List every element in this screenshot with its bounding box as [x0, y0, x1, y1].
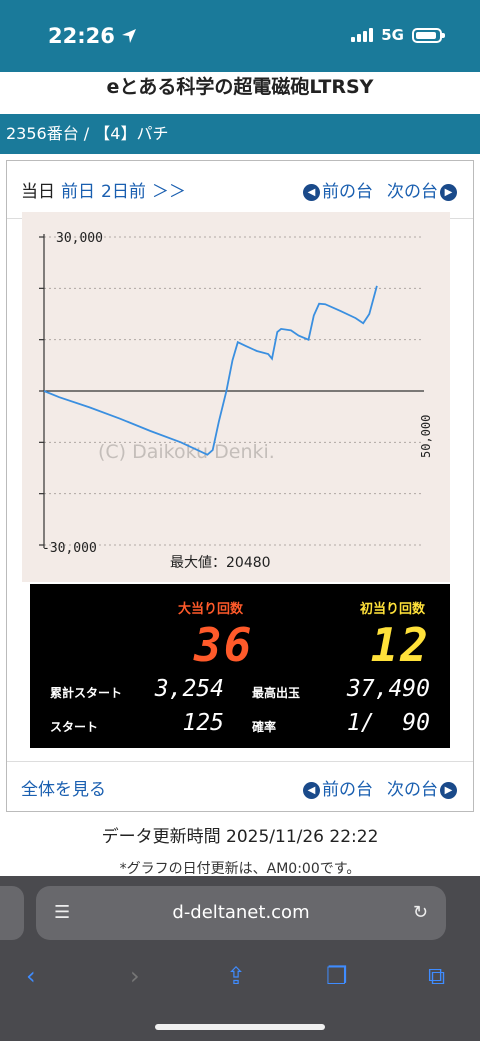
status-time: 22:26 [48, 24, 137, 48]
payout-chart: 30,000 -30,000 50,000 (C) Daikoku Denki.… [39, 231, 433, 571]
y-max-label: 30,000 [56, 231, 103, 246]
prev-day-link[interactable]: 前日 [61, 182, 95, 202]
url-text[interactable]: d-deltanet.com [172, 902, 310, 923]
top-navigation: 当日 前日 2日前 ＞＞ ◀ 前の台 次の台 ▶ [7, 161, 473, 219]
tabs-icon[interactable]: ⧉ [428, 962, 446, 990]
more-days-link[interactable]: ＞＞ [151, 182, 186, 202]
browser-toolbar: ‹ › ⇪ ❐ ⧉ [0, 956, 480, 996]
status-bar: 22:26 5G [0, 0, 480, 72]
first-hit-count: 12 [370, 618, 430, 672]
clock: 22:26 [48, 24, 115, 48]
start-label: スタート [50, 720, 99, 734]
graph-update-note: *グラフの日付更新は、AM0:00です。 [119, 861, 361, 877]
arrow-right-circle-icon: ▶ [440, 183, 457, 201]
back-icon[interactable]: ‹ [26, 962, 36, 990]
payout-graph: 30,000 -30,000 50,000 (C) Daikoku Denki.… [22, 212, 450, 582]
arrow-right-circle-icon: ▶ [440, 781, 457, 799]
address-bar[interactable]: ☰ d-deltanet.com ↻ [36, 886, 446, 940]
prev-machine-link[interactable]: ◀ 前の台 [301, 177, 373, 202]
stats-board: 大当り回数 初当り回数 36 12 累計スタート 3,254 最高出玉 37,4… [30, 584, 450, 748]
big-bonus-count: 36 [194, 618, 254, 672]
cumulative-start-label: 累計スタート [50, 686, 123, 700]
signal-icon [351, 28, 374, 42]
breadcrumb: 2356番台 / 【4】パチ [0, 114, 480, 154]
view-all-link[interactable]: 全体を見る [21, 780, 106, 800]
watermark: (C) Daikoku Denki. [98, 441, 275, 463]
bottom-navigation: 全体を見る ◀ 前の台 次の台 ▶ [7, 761, 473, 813]
x-axis-label: 50,000 [419, 415, 433, 458]
prev-machine-link-bottom[interactable]: ◀ 前の台 [301, 775, 373, 800]
update-time: データ更新時間 2025/11/26 22:22 [101, 827, 379, 847]
home-indicator [155, 1024, 325, 1030]
location-arrow-icon [121, 29, 136, 43]
next-machine-link-bottom[interactable]: 次の台 ▶ [387, 775, 459, 800]
max-payout-value: 37,490 [346, 676, 430, 702]
share-icon[interactable]: ⇪ [226, 962, 247, 990]
big-bonus-label: 大当り回数 [178, 602, 244, 617]
probability-value: 1/ 90 [346, 710, 430, 736]
reload-icon[interactable]: ↻ [412, 902, 428, 923]
next-machine-link[interactable]: 次の台 ▶ [387, 177, 459, 202]
arrow-left-circle-icon: ◀ [303, 781, 320, 799]
network-type: 5G [381, 26, 404, 44]
browser-chrome: ☰ d-deltanet.com ↻ ‹ › ⇪ ❐ ⧉ [0, 876, 480, 1041]
today-label: 当日 [21, 182, 55, 202]
forward-icon[interactable]: › [130, 962, 140, 990]
status-indicators: 5G [351, 26, 445, 44]
start-value: 125 [182, 710, 224, 736]
reader-icon[interactable]: ☰ [54, 902, 71, 923]
previous-tab[interactable] [0, 886, 24, 940]
page-title: eとある科学の超電磁砲LTRSY [0, 72, 480, 112]
probability-label: 確率 [252, 720, 277, 734]
first-hit-label: 初当り回数 [360, 602, 426, 617]
cumulative-start-value: 3,254 [154, 676, 224, 702]
battery-icon [412, 27, 445, 43]
two-days-ago-link[interactable]: 2日前 [101, 182, 146, 202]
max-value-label: 最大値：20480 [170, 555, 271, 571]
max-payout-label: 最高出玉 [252, 686, 301, 700]
series-line [43, 285, 378, 456]
y-min-label: -30,000 [42, 541, 97, 556]
arrow-left-circle-icon: ◀ [303, 183, 320, 201]
bookmarks-icon[interactable]: ❐ [326, 962, 348, 990]
